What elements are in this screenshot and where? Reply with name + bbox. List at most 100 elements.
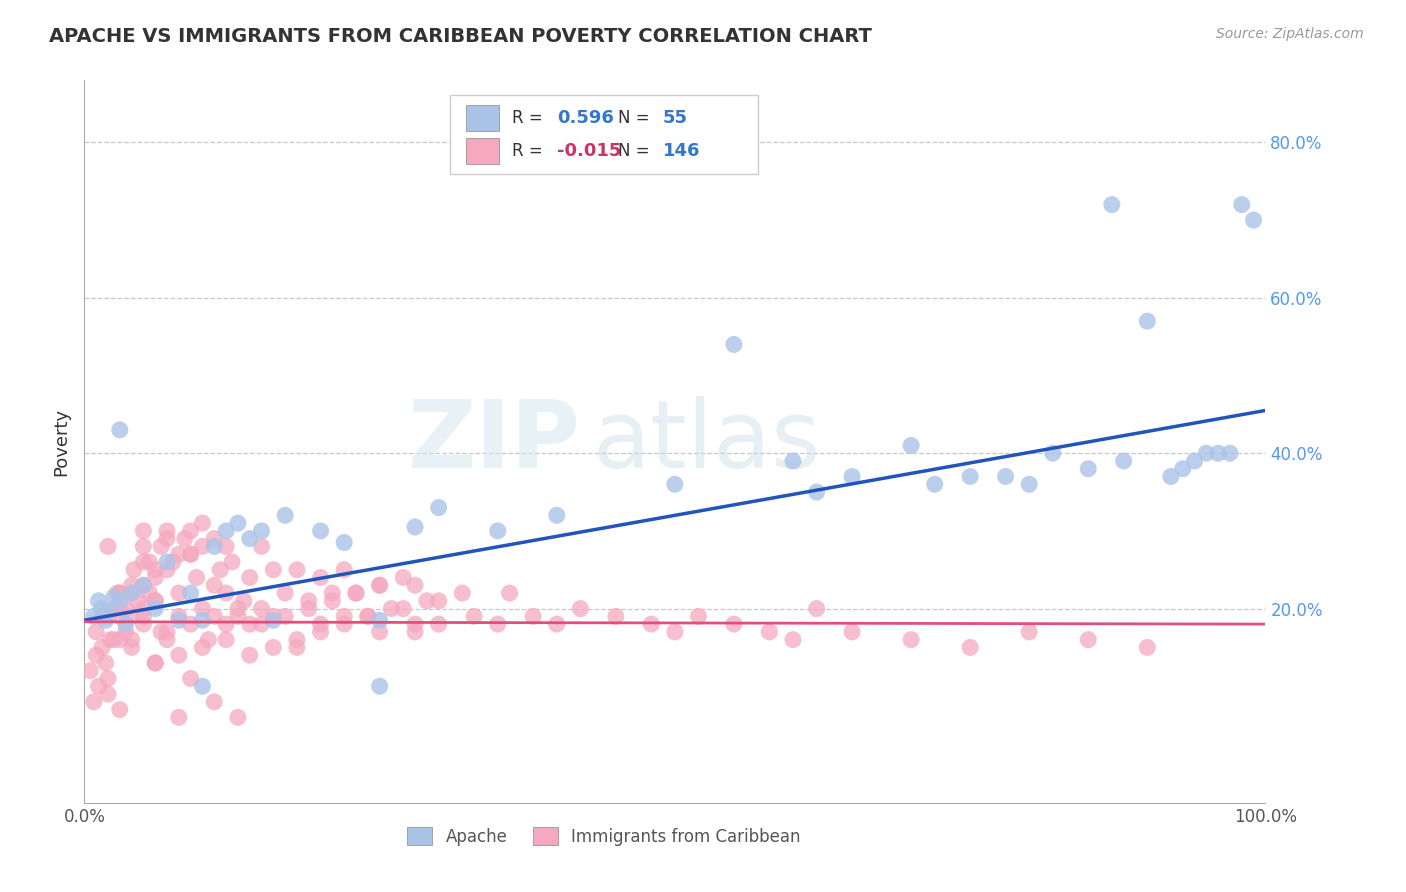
Point bbox=[404, 624, 426, 639]
Point bbox=[138, 555, 160, 569]
Text: Source: ZipAtlas.com: Source: ZipAtlas.com bbox=[1216, 27, 1364, 41]
Point bbox=[79, 664, 101, 678]
Point bbox=[221, 555, 243, 569]
Point bbox=[107, 586, 129, 600]
Point bbox=[167, 586, 190, 600]
Point bbox=[368, 679, 391, 693]
Point bbox=[250, 524, 273, 538]
Point bbox=[239, 532, 262, 546]
Point bbox=[262, 563, 284, 577]
Point bbox=[202, 532, 225, 546]
Point bbox=[1206, 446, 1229, 460]
Point bbox=[167, 648, 190, 663]
Point bbox=[215, 540, 238, 554]
Point bbox=[298, 594, 321, 608]
Point bbox=[758, 624, 780, 639]
Point bbox=[84, 624, 107, 639]
Point bbox=[309, 617, 332, 632]
Point bbox=[782, 454, 804, 468]
Point bbox=[380, 601, 402, 615]
Point bbox=[114, 624, 136, 639]
Point bbox=[156, 555, 179, 569]
Point bbox=[191, 540, 214, 554]
Point bbox=[333, 609, 356, 624]
Point bbox=[180, 586, 202, 600]
Point bbox=[239, 648, 262, 663]
Point bbox=[333, 617, 356, 632]
Y-axis label: Poverty: Poverty bbox=[52, 408, 70, 475]
Point bbox=[427, 500, 450, 515]
Point bbox=[404, 578, 426, 592]
Point bbox=[103, 590, 125, 604]
Point bbox=[1171, 461, 1194, 475]
Point bbox=[806, 485, 828, 500]
Text: R =: R = bbox=[512, 142, 548, 160]
Point bbox=[143, 656, 166, 670]
Point bbox=[427, 594, 450, 608]
Point bbox=[108, 609, 131, 624]
Point bbox=[1136, 314, 1159, 328]
Point bbox=[167, 710, 190, 724]
Legend: Apache, Immigrants from Caribbean: Apache, Immigrants from Caribbean bbox=[401, 821, 807, 852]
Point bbox=[1042, 446, 1064, 460]
Point bbox=[143, 594, 166, 608]
FancyBboxPatch shape bbox=[465, 138, 499, 164]
Point bbox=[197, 632, 219, 647]
Point bbox=[1219, 446, 1241, 460]
Point bbox=[97, 609, 120, 624]
Point bbox=[451, 586, 474, 600]
FancyBboxPatch shape bbox=[450, 95, 758, 174]
Point bbox=[1077, 632, 1099, 647]
Point bbox=[723, 617, 745, 632]
Point bbox=[782, 632, 804, 647]
Point bbox=[202, 695, 225, 709]
Point bbox=[309, 624, 332, 639]
Point bbox=[1136, 640, 1159, 655]
Point bbox=[91, 609, 114, 624]
Point bbox=[1112, 454, 1135, 468]
Point bbox=[285, 640, 308, 655]
Point bbox=[309, 570, 332, 584]
Point bbox=[357, 609, 380, 624]
Point bbox=[924, 477, 946, 491]
Point bbox=[108, 423, 131, 437]
Point bbox=[84, 648, 107, 663]
Point bbox=[250, 617, 273, 632]
Point bbox=[180, 524, 202, 538]
Point bbox=[688, 609, 710, 624]
Point bbox=[344, 586, 367, 600]
Point bbox=[1184, 454, 1206, 468]
Point bbox=[392, 601, 415, 615]
Point bbox=[143, 570, 166, 584]
Point bbox=[121, 578, 143, 592]
Point bbox=[97, 672, 120, 686]
Point bbox=[463, 609, 485, 624]
Point bbox=[215, 524, 238, 538]
Point bbox=[498, 586, 520, 600]
Point bbox=[87, 594, 110, 608]
Point bbox=[333, 535, 356, 549]
Point bbox=[127, 594, 149, 608]
Point bbox=[392, 570, 415, 584]
Text: N =: N = bbox=[619, 109, 655, 127]
Text: APACHE VS IMMIGRANTS FROM CARIBBEAN POVERTY CORRELATION CHART: APACHE VS IMMIGRANTS FROM CARIBBEAN POVE… bbox=[49, 27, 872, 45]
Point bbox=[232, 594, 254, 608]
Point bbox=[83, 609, 105, 624]
Point bbox=[1077, 461, 1099, 475]
Point bbox=[121, 586, 143, 600]
Point bbox=[108, 601, 131, 615]
Point bbox=[344, 586, 367, 600]
Point bbox=[285, 563, 308, 577]
Point bbox=[132, 601, 155, 615]
Point bbox=[368, 613, 391, 627]
Point bbox=[285, 632, 308, 647]
Point bbox=[94, 656, 117, 670]
Point bbox=[202, 609, 225, 624]
Point bbox=[132, 617, 155, 632]
Point bbox=[202, 578, 225, 592]
Point bbox=[841, 469, 863, 483]
Point bbox=[664, 624, 686, 639]
Point bbox=[546, 508, 568, 523]
Point bbox=[114, 617, 136, 632]
Point bbox=[83, 695, 105, 709]
